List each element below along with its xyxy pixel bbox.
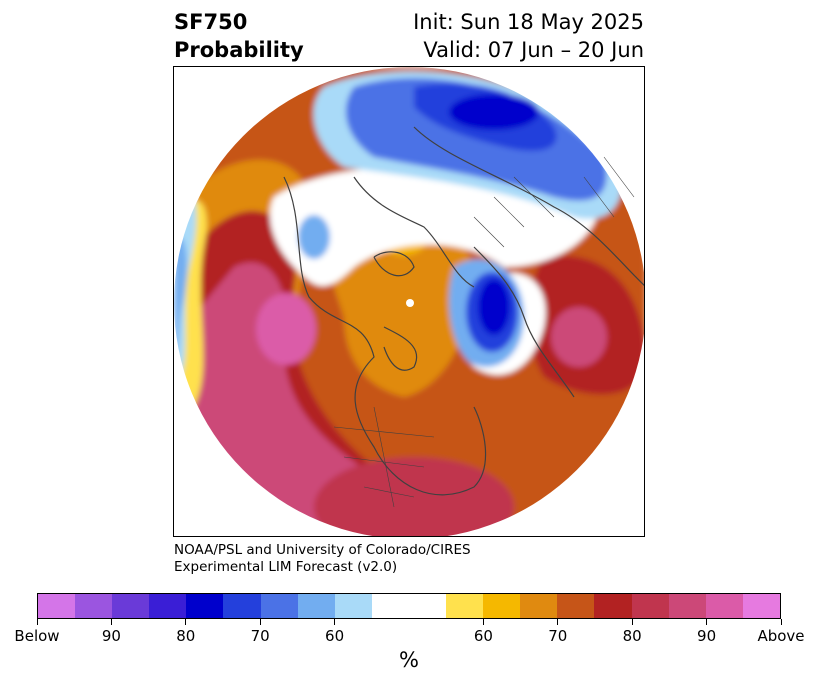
colorbar-segment <box>260 594 298 618</box>
colorbar-tick-label: 70 <box>250 627 270 645</box>
colorbar-tick-label: 80 <box>622 627 642 645</box>
colorbar-segment <box>186 594 224 618</box>
deep-blue-core-scandinavia <box>478 279 510 335</box>
variable-name: SF750 <box>174 10 248 34</box>
colorbar-segment <box>334 594 372 618</box>
pink-region-east <box>551 307 607 367</box>
colorbar-segment <box>371 594 447 618</box>
valid-range: Valid: 07 Jun – 20 Jun <box>423 38 644 62</box>
borders <box>333 156 635 508</box>
colorbar-tick-label: 80 <box>176 627 196 645</box>
colorbar-unit: % <box>399 648 419 672</box>
colorbar-segment <box>38 594 76 618</box>
colorbar-tick <box>185 619 187 625</box>
colorbar-segment <box>446 594 484 618</box>
blue-edge-west <box>174 235 188 357</box>
colorbar-segment <box>520 594 558 618</box>
pole-marker <box>406 299 414 307</box>
colorbar-tick-label: 60 <box>325 627 345 645</box>
pink-region-na <box>314 457 514 536</box>
colorbar-segment <box>631 594 669 618</box>
colorbar-tick-label: 60 <box>473 627 493 645</box>
coastlines <box>283 126 644 496</box>
colorbar-tick <box>259 619 261 625</box>
colorbar-tick <box>36 619 38 625</box>
title-left: SF750 Probability <box>174 8 304 64</box>
colorbar-tick-label: 90 <box>101 627 121 645</box>
colorbar-tick <box>557 619 559 625</box>
deep-blue-core-top <box>449 94 539 130</box>
colorbar-segment <box>705 594 743 618</box>
credit-line-2: Experimental LIM Forecast (v2.0) <box>174 559 398 575</box>
map-panel <box>173 66 645 537</box>
colorbar-segment <box>297 594 335 618</box>
colorbar-tick-label: Above <box>757 627 805 645</box>
colorbar-tick <box>110 619 112 625</box>
polar-map <box>174 67 644 536</box>
blue-patch-west <box>298 215 330 259</box>
colorbar-segment <box>557 594 595 618</box>
colorbar <box>37 593 781 619</box>
colorbar-tick-label: Below <box>14 627 60 645</box>
colorbar-tick <box>482 619 484 625</box>
init-date: Init: Sun 18 May 2025 <box>413 10 644 34</box>
title-right: Init: Sun 18 May 2025 Valid: 07 Jun – 20… <box>413 8 644 64</box>
colorbar-tick <box>706 619 708 625</box>
variable-subtitle: Probability <box>174 38 304 62</box>
credit-block: NOAA/PSL and University of Colorado/CIRE… <box>174 542 471 576</box>
colorbar-segment <box>668 594 706 618</box>
magenta-core-pacific <box>256 293 316 365</box>
colorbar-segment <box>149 594 187 618</box>
colorbar-segment <box>594 594 632 618</box>
credit-line-1: NOAA/PSL and University of Colorado/CIRE… <box>174 542 471 558</box>
colorbar-tick <box>631 619 633 625</box>
colorbar-tick <box>780 619 782 625</box>
colorbar-segment <box>112 594 150 618</box>
colorbar-tick-label: 70 <box>548 627 568 645</box>
colorbar-tick <box>334 619 336 625</box>
colorbar-segment <box>223 594 261 618</box>
colorbar-segment <box>75 594 113 618</box>
colorbar-tick-label: 90 <box>697 627 717 645</box>
colorbar-segment <box>483 594 521 618</box>
colorbar-segment <box>742 594 780 618</box>
